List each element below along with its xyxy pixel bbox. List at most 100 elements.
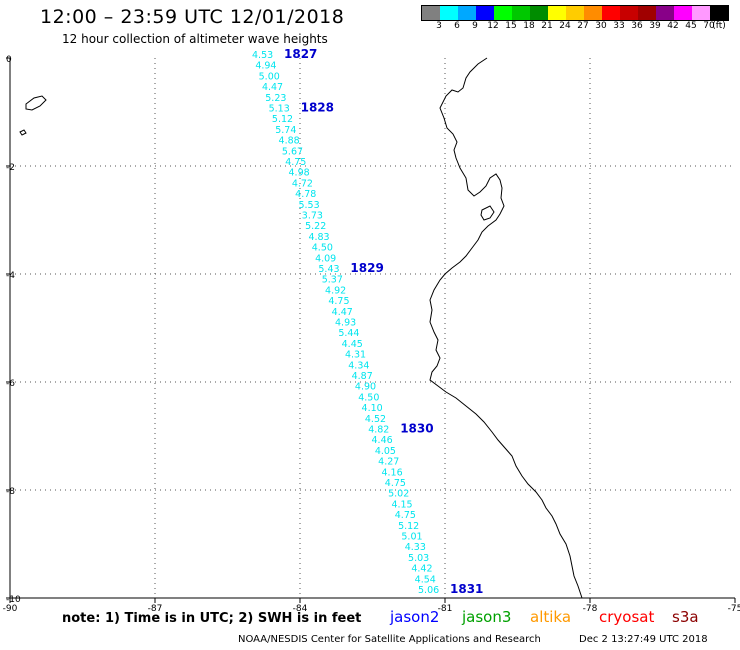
wave-height-label: 4.90: [355, 382, 376, 393]
wave-height-label: 4.88: [279, 136, 300, 147]
legend-label: 24: [559, 21, 571, 31]
wave-height-label: 4.94: [255, 61, 276, 72]
coastline: [19, 57, 583, 599]
wave-height-label: 4.27: [378, 457, 399, 468]
legend-label: 12: [487, 21, 499, 31]
wave-height-label: 4.87: [352, 371, 373, 382]
wave-height-label: 4.42: [411, 564, 432, 575]
map-title: 12:00 – 23:59 UTC 12/01/2018: [40, 6, 345, 28]
legend-label: 15: [505, 21, 517, 31]
legend-swatch: [692, 6, 710, 20]
wave-height-label: 4.46: [372, 435, 393, 446]
legend-swatch: [566, 6, 584, 20]
legend-swatch: [638, 6, 656, 20]
legend-label: 45: [685, 21, 697, 31]
map-subtitle: 12 hour collection of altimeter wave hei…: [62, 32, 328, 46]
wave-height-label: 5.44: [338, 328, 359, 339]
legend-label: 3: [436, 21, 442, 31]
wave-height-label: 4.47: [262, 82, 283, 93]
lon-tick-label: -90: [3, 604, 18, 614]
lon-tick-label: -81: [438, 604, 453, 614]
color-scale-legend: [421, 5, 729, 21]
legend-label: 21: [541, 21, 553, 31]
wave-height-label: 5.67: [282, 146, 303, 157]
time-label: 1828: [301, 101, 334, 115]
legend-label: 6: [454, 21, 460, 31]
satellite-name: jason2: [390, 608, 440, 626]
galapagos-island: [25, 95, 47, 111]
time-label: 1829: [350, 261, 383, 275]
legend-swatch: [584, 6, 602, 20]
legend-label: 36: [631, 21, 643, 31]
legend-swatch: [458, 6, 476, 20]
wave-height-label: 5.01: [401, 532, 422, 543]
wave-height-label: 5.23: [265, 93, 286, 104]
legend-swatch: [476, 6, 494, 20]
wave-height-label: 4.83: [308, 232, 329, 243]
wave-height-label: 5.00: [259, 71, 280, 82]
wave-height-label: 4.34: [348, 360, 369, 371]
legend-swatch: [530, 6, 548, 20]
wave-height-label: 4.33: [405, 542, 426, 553]
satellite-name: altika: [530, 608, 572, 626]
galapagos-islet: [19, 129, 27, 136]
lat-tick-label: 0: [6, 55, 12, 65]
lon-tick-label: -84: [293, 604, 308, 614]
credit-text: NOAA/NESDIS Center for Satellite Applica…: [238, 634, 541, 645]
lat-tick-label: -8: [6, 487, 15, 497]
wave-height-label: 4.50: [358, 392, 379, 403]
legend-unit: (ft): [712, 21, 726, 31]
legend-swatch: [674, 6, 692, 20]
lat-tick-label: -10: [6, 595, 21, 605]
legend-label: 30: [595, 21, 607, 31]
wave-height-label: 3.73: [302, 211, 323, 222]
wave-height-label: 5.12: [272, 114, 293, 125]
satellite-name: jason3: [462, 608, 512, 626]
gulf-of-guayaquil-island: [480, 205, 495, 221]
wave-height-label: 5.02: [388, 489, 409, 500]
wave-height-label: 5.22: [305, 221, 326, 232]
legend-swatch: [548, 6, 566, 20]
legend-label: 39: [649, 21, 661, 31]
footer-note: note: 1) Time is in UTC; 2) SWH is in fe…: [62, 611, 362, 626]
lon-tick-label: -75: [728, 604, 740, 614]
wave-height-label: 4.72: [292, 178, 313, 189]
wave-height-label: 4.78: [295, 189, 316, 200]
wave-height-label: 5.03: [408, 553, 429, 564]
wave-height-label: 5.37: [322, 275, 343, 286]
lon-tick-label: -78: [583, 604, 598, 614]
legend-swatch: [440, 6, 458, 20]
time-label: 1830: [400, 422, 433, 436]
wave-height-label: 5.12: [398, 521, 419, 532]
wave-height-label: 4.09: [315, 253, 336, 264]
legend-label: 42: [667, 21, 679, 31]
satellite-name: s3a: [672, 608, 699, 626]
wave-height-label: 4.10: [362, 403, 383, 414]
legend-label: 9: [472, 21, 478, 31]
wave-height-label: 5.53: [298, 200, 319, 211]
wave-height-label: 5.06: [418, 585, 439, 596]
legend-swatch: [422, 6, 440, 20]
wave-height-label: 4.16: [381, 467, 402, 478]
lat-tick-label: -4: [6, 271, 15, 281]
lat-tick-label: -6: [6, 379, 15, 389]
wave-height-label: 4.98: [289, 168, 310, 179]
wave-height-label: 4.82: [368, 425, 389, 436]
lon-tick-label: -87: [148, 604, 163, 614]
wave-height-label: 4.47: [332, 307, 353, 318]
time-label: 1827: [284, 47, 317, 61]
legend-swatch: [620, 6, 638, 20]
wave-height-label: 4.75: [328, 296, 349, 307]
wave-height-label: 4.15: [391, 499, 412, 510]
wave-height-label: 4.45: [342, 339, 363, 350]
legend-label: 18: [523, 21, 535, 31]
legend-swatch: [656, 6, 674, 20]
time-label: 1831: [450, 582, 483, 596]
legend-label: 33: [613, 21, 625, 31]
lat-lon-grid: -90-87-84-81-78-750-2-4-6-8-10: [3, 55, 740, 614]
legend-swatch: [512, 6, 530, 20]
satellite-name: cryosat: [599, 608, 655, 626]
altimeter-track: 4.534.945.004.475.235.135.125.744.885.67…: [252, 47, 483, 596]
wave-height-label: 4.50: [312, 243, 333, 254]
